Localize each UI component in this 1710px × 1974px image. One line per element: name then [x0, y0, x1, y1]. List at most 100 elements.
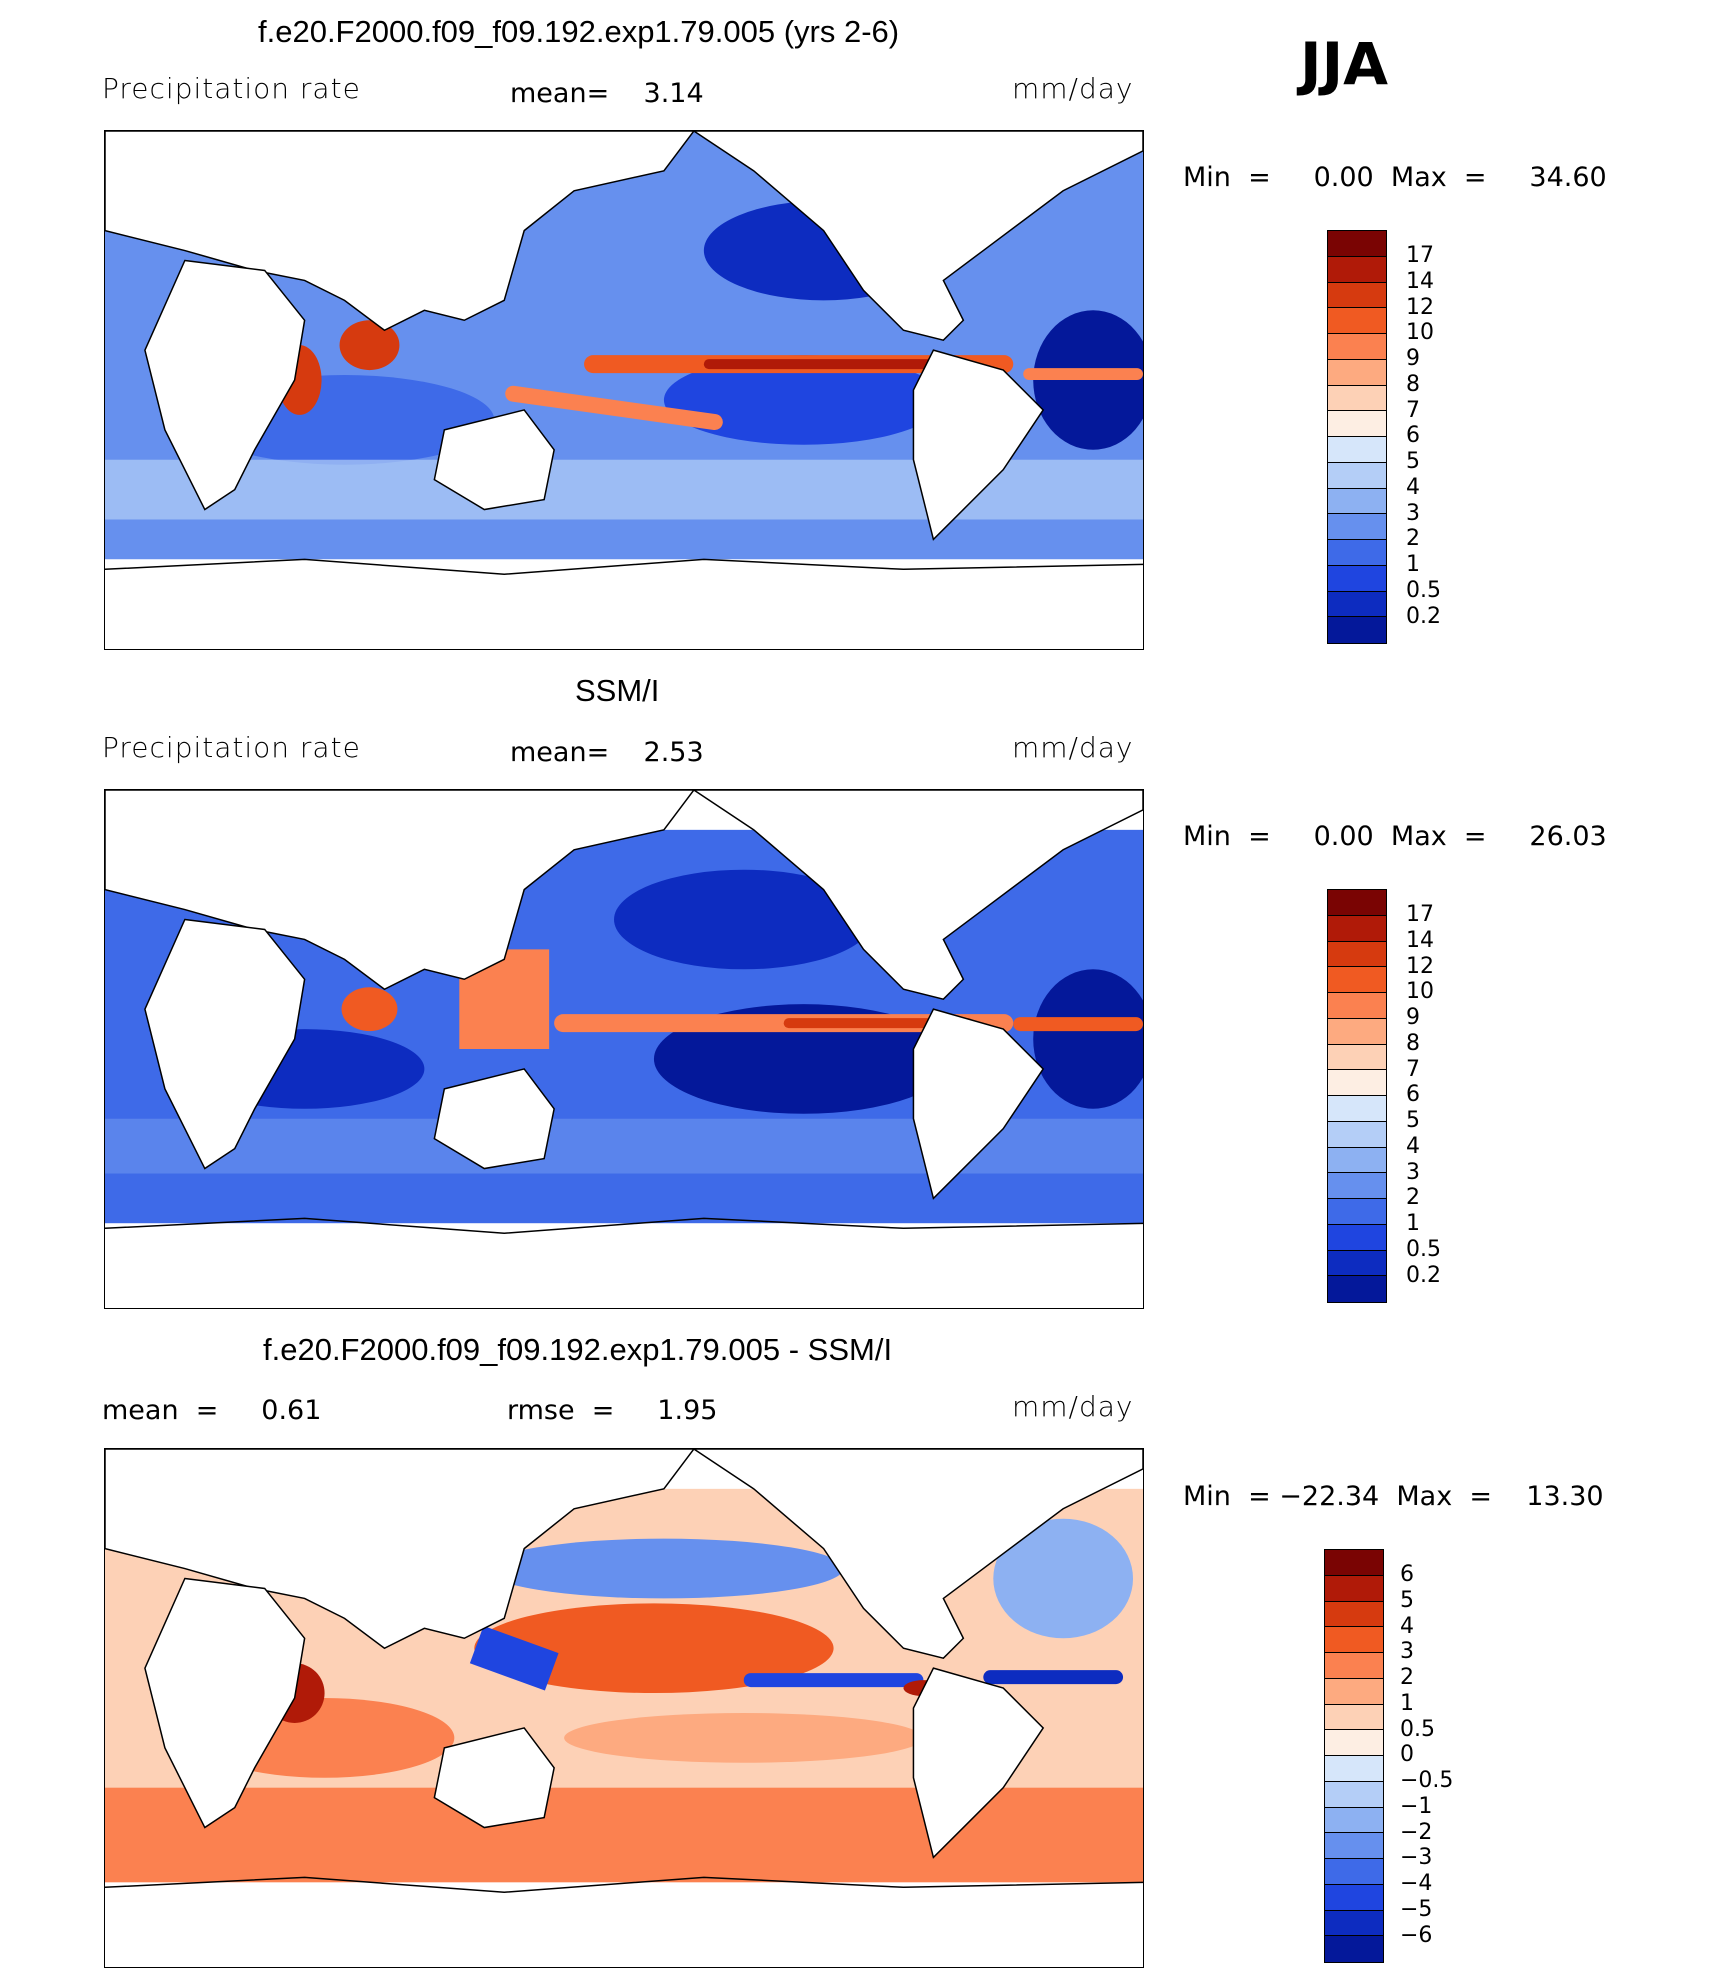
colorbar-swatch	[1328, 941, 1386, 968]
colorbar-tick-label: 0.5	[1406, 1236, 1441, 1262]
itcz-atlantic	[1013, 1017, 1143, 1032]
colorbar-swatch	[1328, 1070, 1386, 1096]
colorbar-swatch	[1328, 993, 1386, 1019]
colorbar-tick-label: 5	[1400, 1587, 1414, 1613]
colorbar-tick-label: 6	[1400, 1562, 1414, 1587]
colorbar-tick-label: 7	[1406, 1056, 1420, 1082]
colorbar-swatch	[1328, 967, 1386, 993]
colorbar-swatch	[1325, 1704, 1383, 1731]
panel-2-map	[104, 789, 1144, 1309]
land-north-america	[692, 1449, 1143, 1660]
colorbar-tick-label: 14	[1406, 927, 1434, 953]
colorbar-swatch	[1328, 282, 1386, 309]
panel-3-colorbar-ticks: 6 5 4 3 2 1 0.5 0 −0.5 −1 −2 −3 −4 −5 −6	[1400, 1562, 1453, 1948]
land-eurasia	[105, 131, 695, 332]
north-pacific-negative	[484, 1538, 844, 1599]
panel-1-units: mm/day	[1012, 72, 1134, 105]
panel-2-colorbar-ticks: 17 14 12 10 9 8 7 6 5 4 3 2 1 0.5 0.2	[1406, 902, 1441, 1288]
colorbar-swatch	[1328, 1276, 1386, 1302]
panel-3-title: f.e20.F2000.f09_f09.192.exp1.79.005 - SS…	[263, 1332, 893, 1367]
colorbar-tick-label: −2	[1400, 1819, 1433, 1845]
land-antarctica-coast	[105, 1876, 1143, 1894]
colorbar-tick-label: 2	[1406, 526, 1420, 552]
colorbar-swatch	[1328, 1173, 1386, 1199]
itcz-pacific-core	[703, 359, 954, 370]
colorbar-swatch	[1328, 890, 1386, 916]
colorbar-swatch	[1328, 231, 1386, 257]
colorbar-swatch	[1328, 1044, 1386, 1071]
colorbar-swatch	[1328, 1250, 1386, 1277]
colorbar-tick-label: −4	[1400, 1871, 1433, 1896]
colorbar-swatch	[1328, 565, 1386, 592]
north-pacific-positive	[474, 1603, 834, 1694]
itcz-atlantic	[1023, 368, 1143, 381]
colorbar-tick-label: −1	[1400, 1793, 1433, 1819]
land-australia	[433, 409, 555, 511]
panel-3-units: mm/day	[1012, 1390, 1134, 1423]
colorbar-swatch	[1328, 308, 1386, 334]
panel-2-colorbar	[1327, 889, 1387, 1303]
land-africa	[144, 1577, 306, 1829]
colorbar-tick-label: 1	[1400, 1690, 1414, 1716]
colorbar-swatch	[1325, 1550, 1383, 1576]
panel-2-mean: mean= 2.53	[510, 737, 704, 768]
land-eurasia	[105, 790, 695, 991]
colorbar-tick-label: 10	[1406, 320, 1434, 346]
colorbar-tick-label: 3	[1406, 500, 1420, 526]
colorbar-swatch	[1325, 1781, 1383, 1808]
south-pacific-positive	[564, 1712, 924, 1763]
panel-1-colorbar-ticks: 17 14 12 10 9 8 7 6 5 4 3 2 1 0.5 0.2	[1406, 243, 1441, 629]
colorbar-swatch	[1328, 437, 1386, 463]
colorbar-tick-label: 17	[1406, 243, 1434, 268]
colorbar-tick-label: 8	[1406, 1030, 1420, 1056]
colorbar-tick-label: 9	[1406, 1005, 1420, 1030]
colorbar-swatch	[1328, 488, 1386, 515]
colorbar-tick-label: 8	[1406, 371, 1420, 397]
panel-1-minmax: Min = 0.00 Max = 34.60	[1183, 162, 1607, 193]
bay-of-bengal-max	[341, 987, 398, 1032]
colorbar-tick-label: 5	[1406, 449, 1420, 474]
colorbar-swatch	[1328, 540, 1386, 566]
colorbar-tick-label: −5	[1400, 1896, 1433, 1922]
panel-1-title: f.e20.F2000.f09_f09.192.exp1.79.005 (yrs…	[258, 14, 900, 49]
colorbar-swatch	[1328, 411, 1386, 437]
colorbar-tick-label: 3	[1406, 1159, 1420, 1185]
colorbar-tick-label: 12	[1406, 294, 1434, 320]
colorbar-swatch	[1328, 1199, 1386, 1225]
colorbar-tick-label: 7	[1406, 397, 1420, 423]
colorbar-tick-label: 0.2	[1406, 1262, 1441, 1288]
colorbar-tick-label: 6	[1406, 423, 1420, 449]
colorbar-swatch	[1325, 1807, 1383, 1834]
land-africa	[144, 259, 306, 511]
colorbar-tick-label: 10	[1406, 979, 1434, 1005]
colorbar-swatch	[1328, 1018, 1386, 1045]
colorbar-tick-label: 0.5	[1406, 577, 1441, 603]
colorbar-tick-label: −3	[1400, 1845, 1433, 1871]
colorbar-swatch	[1328, 334, 1386, 360]
colorbar-tick-label: 0.5	[1400, 1716, 1435, 1742]
colorbar-swatch	[1325, 1910, 1383, 1937]
colorbar-tick-label: 5	[1406, 1108, 1420, 1133]
antarctica-land	[105, 1882, 1143, 1967]
land-australia	[433, 1068, 555, 1170]
spcz	[505, 385, 723, 431]
land-australia	[433, 1727, 555, 1829]
land-antarctica-coast	[105, 558, 1143, 576]
land-eurasia	[105, 1449, 695, 1650]
atlantic-negative	[993, 1518, 1134, 1639]
panel-2-title: SSM/I	[575, 673, 660, 708]
colorbar-swatch	[1325, 1730, 1383, 1756]
panel-2-units: mm/day	[1012, 731, 1134, 764]
colorbar-swatch	[1328, 359, 1386, 386]
itcz-pacific-negative	[743, 1673, 924, 1688]
colorbar-tick-label: −0.5	[1400, 1768, 1454, 1793]
land-south-america	[912, 349, 1045, 541]
itcz-atlantic-negative	[983, 1670, 1124, 1685]
colorbar-tick-label: 2	[1406, 1185, 1420, 1211]
colorbar-tick-label: 4	[1406, 1133, 1420, 1159]
colorbar-swatch	[1325, 1653, 1383, 1679]
colorbar-swatch	[1328, 1121, 1386, 1148]
colorbar-swatch	[1325, 1756, 1383, 1782]
panel-3-colorbar	[1324, 1549, 1384, 1963]
colorbar-tick-label: 3	[1400, 1639, 1414, 1665]
